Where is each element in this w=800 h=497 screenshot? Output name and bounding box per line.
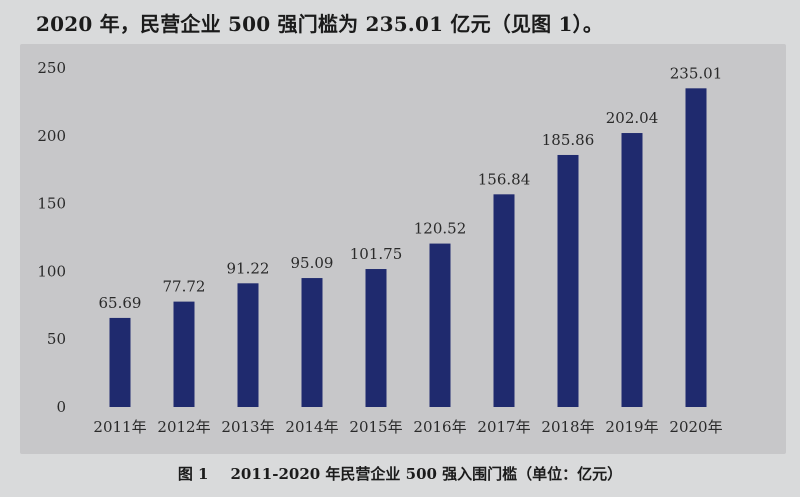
bar <box>429 243 451 407</box>
data-label: 185.86 <box>542 131 595 149</box>
x-tick-label: 2013年 <box>221 418 274 436</box>
y-tick-label: 0 <box>56 398 66 416</box>
y-tick-label: 200 <box>37 127 66 145</box>
data-label: 120.52 <box>414 220 467 238</box>
data-label: 77.72 <box>163 278 206 296</box>
bar <box>685 88 707 407</box>
intro-paragraph: 2020 年，民营企业 500 强门槛为 235.01 亿元（见图 1）。 <box>36 12 604 36</box>
chart-panel <box>20 44 786 454</box>
x-tick-label: 2015年 <box>349 418 402 436</box>
bar <box>237 283 259 407</box>
x-tick-label: 2012年 <box>157 418 210 436</box>
data-label: 156.84 <box>478 170 531 188</box>
data-label: 101.75 <box>350 245 403 263</box>
y-tick-label: 250 <box>37 59 66 77</box>
bar <box>621 133 643 407</box>
figure-title: 2011-2020 年民营企业 500 强入围门槛（单位：亿元） <box>230 465 623 483</box>
x-tick-label: 2011年 <box>93 418 146 436</box>
y-tick-label: 150 <box>37 195 66 213</box>
x-tick-label: 2018年 <box>541 418 594 436</box>
data-label: 202.04 <box>606 109 659 127</box>
bar <box>493 194 515 407</box>
x-tick-label: 2019年 <box>605 418 658 436</box>
y-tick-label: 100 <box>37 262 66 280</box>
bar <box>365 269 387 407</box>
bar <box>109 317 131 407</box>
figure-number: 图 1 <box>177 465 209 483</box>
data-label: 91.22 <box>227 259 270 277</box>
data-label: 95.09 <box>291 254 334 272</box>
x-tick-label: 2014年 <box>285 418 338 436</box>
bar <box>173 301 195 407</box>
data-label: 65.69 <box>99 294 142 312</box>
x-tick-label: 2017年 <box>477 418 530 436</box>
bar <box>301 278 323 407</box>
x-tick-label: 2020年 <box>669 418 722 436</box>
bar <box>557 154 579 407</box>
data-label: 235.01 <box>670 64 723 82</box>
figure-caption: 图 1 2011-2020 年民营企业 500 强入围门槛（单位：亿元） <box>0 463 800 484</box>
y-tick-label: 50 <box>47 330 66 348</box>
x-tick-label: 2016年 <box>413 418 466 436</box>
